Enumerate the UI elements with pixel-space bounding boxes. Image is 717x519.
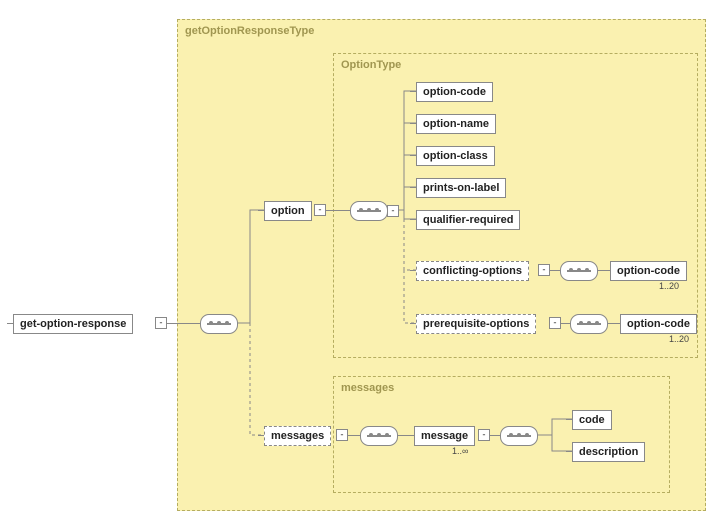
node-messages: messages [264, 426, 331, 446]
node-option-class: option-class [416, 146, 495, 166]
conn-co-child [597, 270, 610, 271]
conn-msgseq-message [397, 435, 414, 436]
group-label-messages: messages [341, 382, 394, 394]
tick-on [410, 123, 416, 124]
seq-root [200, 314, 238, 334]
conn-option-seq [325, 210, 350, 211]
tick-pol [410, 187, 416, 188]
tick-msgdesc [566, 451, 572, 452]
node-message: message [414, 426, 475, 446]
tick-ocl [410, 155, 416, 156]
tick-po [410, 323, 416, 324]
tick-msg [258, 435, 264, 436]
node-msg-code: code [572, 410, 612, 430]
node-option-name: option-name [416, 114, 496, 134]
node-option-code: option-code [416, 82, 493, 102]
card-prerequisite: 1..20 [669, 334, 689, 344]
conn-co-seq [549, 270, 560, 271]
tick-msgcode [566, 419, 572, 420]
conn-msg-seq [347, 435, 360, 436]
node-prerequisite-child: option-code [620, 314, 697, 334]
tick-option-left [258, 210, 264, 211]
tick-oc [410, 91, 416, 92]
seq-messages [360, 426, 398, 446]
tick-root-left [7, 323, 13, 324]
tick-co [410, 270, 416, 271]
seq-message [500, 426, 538, 446]
seq-option [350, 201, 388, 221]
tick-qr [410, 219, 416, 220]
expand-seq-option[interactable]: - [387, 205, 399, 217]
node-prints-on-label: prints-on-label [416, 178, 506, 198]
card-message: 1..∞ [452, 446, 468, 456]
node-qualifier-required: qualifier-required [416, 210, 520, 230]
group-label-optionType: OptionType [341, 59, 401, 71]
node-get-option-response: get-option-response [13, 314, 133, 334]
conn-po-seq [560, 323, 570, 324]
node-prerequisite-options: prerequisite-options [416, 314, 536, 334]
conn-root-seq [166, 323, 200, 324]
node-msg-desc: description [572, 442, 645, 462]
seq-conflicting [560, 261, 598, 281]
node-conflicting-child: option-code [610, 261, 687, 281]
seq-prerequisite [570, 314, 608, 334]
conn-po-child [607, 323, 620, 324]
card-conflicting: 1..20 [659, 281, 679, 291]
group-label-outer: getOptionResponseType [185, 25, 314, 37]
node-option: option [264, 201, 312, 221]
node-conflicting-options: conflicting-options [416, 261, 529, 281]
conn-message-seq [489, 435, 500, 436]
